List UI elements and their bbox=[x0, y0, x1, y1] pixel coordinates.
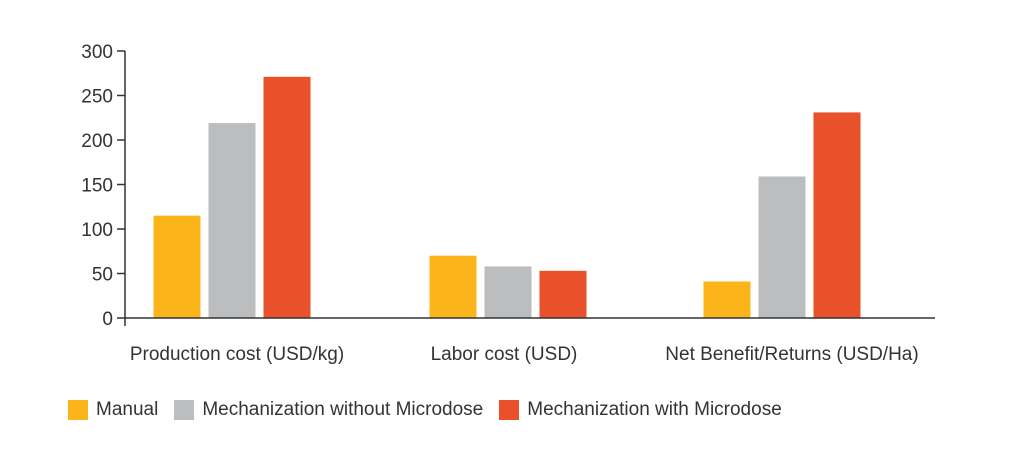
legend-item-mechanization-without-microdose: Mechanization without Microdose bbox=[174, 399, 483, 421]
y-tick-label-0: 0 bbox=[102, 309, 113, 330]
legend-swatch-mechanization-with-microdose bbox=[499, 400, 520, 420]
bar-mechanization-with-microdose-1 bbox=[539, 270, 587, 318]
y-tick-label-250: 250 bbox=[81, 87, 113, 108]
bar-mechanization-with-microdose-2 bbox=[813, 112, 861, 318]
bar-mechanization-without-microdose-2 bbox=[758, 176, 806, 318]
legend-item-mechanization-with-microdose: Mechanization with Microdose bbox=[499, 399, 782, 421]
legend: Manual Mechanization without Microdose M… bbox=[68, 399, 798, 421]
legend-swatch-manual bbox=[68, 400, 88, 420]
legend-swatch-mechanization-without-microdose bbox=[174, 400, 195, 420]
bar-mechanization-without-microdose-0 bbox=[208, 123, 256, 318]
x-category-label-0: Production cost (USD/kg) bbox=[130, 344, 344, 365]
y-axis: 0 50 100 150 200 250 300 bbox=[81, 42, 126, 330]
legend-label-manual: Manual bbox=[96, 399, 159, 420]
legend-label-mechanization-with-microdose: Mechanization with Microdose bbox=[527, 399, 782, 420]
x-axis: Production cost (USD/kg) Labor cost (USD)… bbox=[125, 317, 935, 365]
legend-label-mechanization-without-microdose: Mechanization without Microdose bbox=[202, 399, 484, 420]
x-category-label-1: Labor cost (USD) bbox=[431, 344, 578, 365]
legend-item-manual: Manual bbox=[68, 399, 158, 421]
bars bbox=[153, 76, 861, 318]
x-category-label-2: Net Benefit/Returns (USD/Ha) bbox=[665, 344, 918, 365]
bar-manual-2 bbox=[703, 281, 751, 318]
bar-mechanization-without-microdose-1 bbox=[484, 266, 532, 318]
bar-manual-0 bbox=[153, 215, 201, 318]
bar-manual-1 bbox=[429, 255, 477, 318]
y-tick-label-150: 150 bbox=[81, 176, 113, 197]
y-tick-label-300: 300 bbox=[81, 42, 113, 63]
bar-mechanization-with-microdose-0 bbox=[263, 76, 311, 318]
y-tick-label-50: 50 bbox=[92, 265, 113, 286]
y-tick-label-200: 200 bbox=[81, 131, 113, 152]
y-tick-label-100: 100 bbox=[81, 220, 113, 241]
